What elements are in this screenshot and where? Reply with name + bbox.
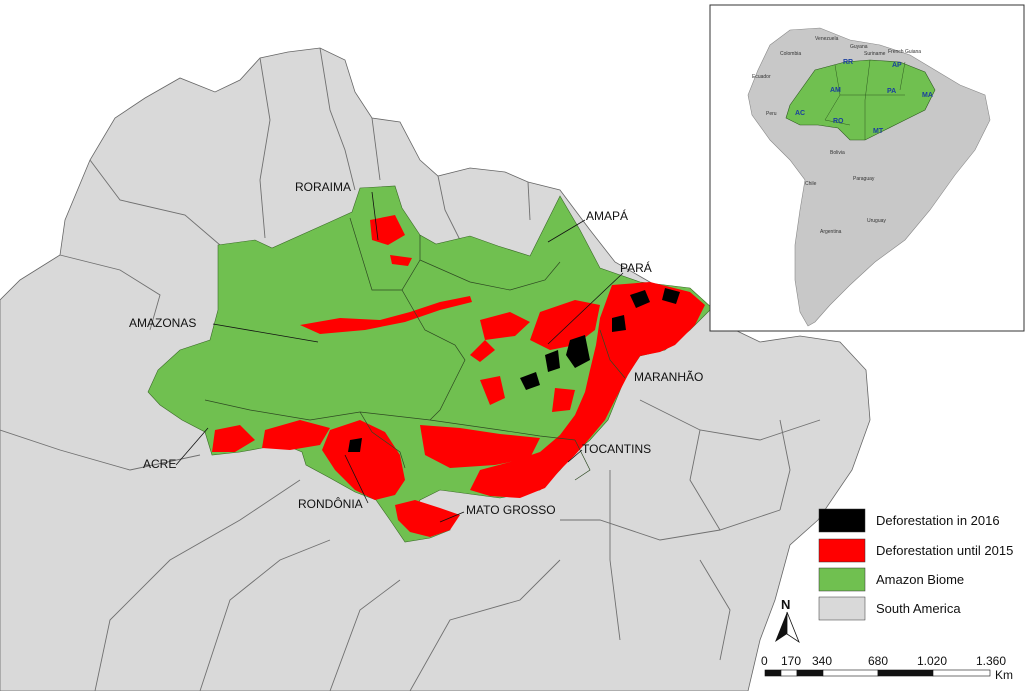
inset-abbrev-ma: MA xyxy=(922,92,933,99)
inset-label-chile: Chile xyxy=(805,181,817,187)
legend: Deforestation in 2016 Deforestation unti… xyxy=(818,508,1013,621)
scale-unit: Km xyxy=(995,668,1013,682)
scale-tick-680: 680 xyxy=(868,654,888,668)
legend-label: Deforestation in 2016 xyxy=(876,513,1000,528)
legend-item-deforestation-2016: Deforestation in 2016 xyxy=(818,508,1000,533)
inset-label-peru: Peru xyxy=(766,111,777,117)
scale-tick-1360: 1.360 xyxy=(976,654,1006,668)
label-roraima: RORAIMA xyxy=(295,180,351,194)
inset-abbrev-ro: RO xyxy=(833,118,844,125)
inset-label-ecuador: Ecuador xyxy=(752,74,771,80)
label-mato-grosso: MATO GROSSO xyxy=(466,503,556,517)
inset-label-bolivia: Bolivia xyxy=(830,150,845,156)
scale-tick-1020: 1.020 xyxy=(917,654,947,668)
inset-label-argentina: Argentina xyxy=(820,229,842,235)
label-acre: ACRE xyxy=(143,457,176,471)
inset-label-suriname: Suriname xyxy=(864,51,886,57)
label-amazonas: AMAZONAS xyxy=(129,316,196,330)
inset-label-guyana: Guyana xyxy=(850,44,868,50)
deforestation-in-2016 xyxy=(348,288,680,452)
inset-label-venezuela: Venezuela xyxy=(815,36,839,42)
inset-label-colombia: Colombia xyxy=(780,51,801,57)
label-para: PARÁ xyxy=(620,260,652,275)
north-arrow-label: N xyxy=(781,597,790,612)
inset-abbrev-ac: AC xyxy=(795,110,805,117)
inset-abbrev-am: AM xyxy=(830,87,841,94)
scale-tick-0: 0 xyxy=(761,654,768,668)
inset-state-lines xyxy=(824,59,906,140)
north-arrow-left xyxy=(775,612,787,642)
inset-abbrev-ap: AP xyxy=(892,62,902,69)
scale-tick-340: 340 xyxy=(812,654,832,668)
inset-abbrev-pa: PA xyxy=(887,88,896,95)
label-tocantins: TOCANTINS xyxy=(582,442,651,456)
legend-swatch xyxy=(818,567,866,592)
label-amapa: AMAPÁ xyxy=(586,208,628,223)
north-arrow-right xyxy=(786,611,800,644)
legend-swatch xyxy=(818,538,866,563)
inset-abbrev-rr: RR xyxy=(843,59,853,66)
political-borders xyxy=(0,47,821,691)
legend-swatch xyxy=(818,596,866,621)
inset-abbrev-mt: MT xyxy=(873,128,884,135)
label-rondonia: RONDÔNIA xyxy=(298,496,363,511)
legend-label: Amazon Biome xyxy=(876,572,964,587)
legend-item-deforestation-until-2015: Deforestation until 2015 xyxy=(818,538,1013,563)
scale-tick-170: 170 xyxy=(781,654,801,668)
deforestation-until-2015 xyxy=(212,215,705,537)
inset-label-paraguay: Paraguay xyxy=(853,176,875,182)
state-boundaries xyxy=(204,217,626,481)
inset-amazon-biome xyxy=(785,59,936,141)
legend-swatch xyxy=(818,508,866,533)
label-maranhao: MARANHÃO xyxy=(634,370,703,384)
scale-bar: 0 170 340 680 1.020 1.360 Km xyxy=(761,654,1013,682)
legend-item-amazon-biome: Amazon Biome xyxy=(818,567,964,592)
inset-map: Venezuela Guyana Suriname French Guiana … xyxy=(709,4,1025,332)
north-arrow: N xyxy=(775,597,800,644)
legend-label: Deforestation until 2015 xyxy=(876,543,1013,558)
inset-label-uruguay: Uruguay xyxy=(867,218,886,224)
legend-label: South America xyxy=(876,601,961,616)
state-labels: RORAIMA AMAPÁ PARÁ AMAZONAS MARANHÃO TOC… xyxy=(129,180,703,523)
inset-label-french-guiana: French Guiana xyxy=(888,49,921,55)
legend-item-south-america: South America xyxy=(818,596,961,621)
